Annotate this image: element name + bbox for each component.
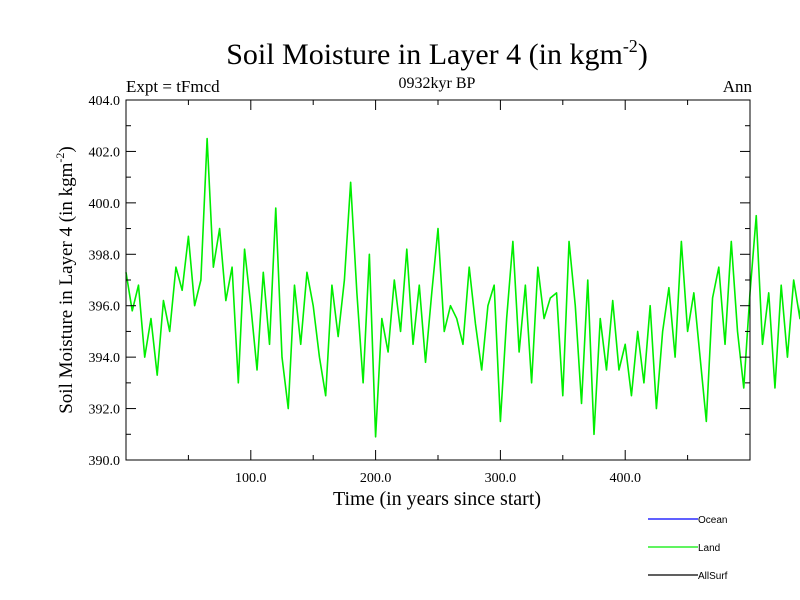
season-label: Ann <box>723 77 753 96</box>
y-tick-label: 400.0 <box>89 197 121 212</box>
legend-label-land: Land <box>698 543 720 554</box>
legend-label-allsurf: AllSurf <box>698 571 728 582</box>
x-tick-label: 400.0 <box>609 471 641 486</box>
y-tick-label: 392.0 <box>89 403 121 418</box>
x-tick-label: 200.0 <box>360 471 392 486</box>
y-tick-label: 398.0 <box>89 248 121 263</box>
plot-frame <box>125 99 751 461</box>
y-tick-label: 404.0 <box>89 94 121 109</box>
tick-layer: 390.0 392.0 394.0 396.0 398.0 400.0 402.0 404.0… <box>89 94 750 486</box>
chart-title: Soil Moisture in Layer 4 (in kgm-2) <box>226 36 648 71</box>
x-axis-label: Time (in years since start) <box>333 488 541 510</box>
series-layer <box>125 137 800 438</box>
chart-subtitle: 0932kyr BP <box>399 75 476 92</box>
legend: Ocean Land AllSurf <box>648 515 728 582</box>
y-axis-label: Soil Moisture in Layer 4 (in kgm-2) <box>53 146 77 414</box>
y-tick-label: 390.0 <box>89 454 121 469</box>
y-tick-label: 396.0 <box>89 300 121 315</box>
y-tick-label: 394.0 <box>89 351 121 366</box>
series-line-land <box>125 137 800 438</box>
experiment-label: Expt = tFmcd <box>126 77 220 96</box>
y-tick-label: 402.0 <box>89 145 121 160</box>
x-tick-label: 300.0 <box>485 471 517 486</box>
x-tick-label: 100.0 <box>235 471 267 486</box>
legend-label-ocean: Ocean <box>698 515 727 526</box>
